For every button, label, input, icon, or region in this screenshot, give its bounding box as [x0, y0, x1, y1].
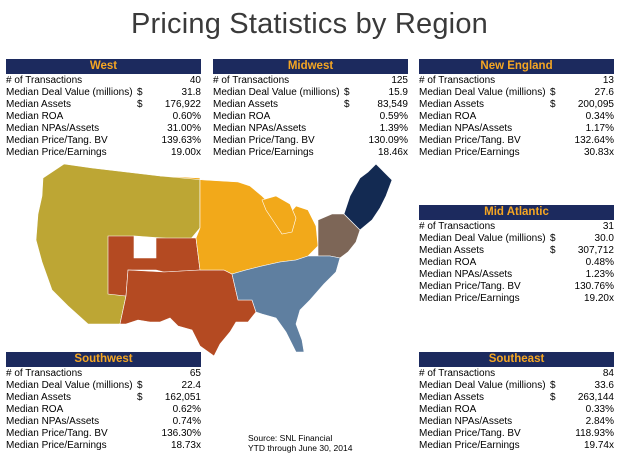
source-line: Source: SNL Financial [248, 433, 333, 443]
stat-row-assets: Median Assets $307,712 [419, 245, 614, 256]
stat-row-price-earnings: Median Price/Earnings 19.20x [419, 293, 614, 304]
region-header-midwest: Midwest [213, 59, 408, 74]
stat-row-deal-value: Median Deal Value (millions) $22.4 [6, 380, 201, 391]
stat-row-deal-value: Median Deal Value (millions) $30.0 [419, 233, 614, 244]
stat-row-price-earnings: Median Price/Earnings 19.74x [419, 440, 614, 451]
map-region-mid-atlantic[interactable] [317, 213, 361, 259]
stat-row-price-tbv: Median Price/Tang. BV 136.30% [6, 428, 201, 439]
region-card-southwest[interactable]: Southwest # of Transactions 65 Median Dea… [6, 352, 201, 452]
page-title: Pricing Statistics by Region [131, 8, 488, 40]
stat-row-price-tbv: Median Price/Tang. BV 118.93% [419, 428, 614, 439]
stat-row-transactions: # of Transactions 65 [6, 368, 201, 379]
stat-row-transactions: # of Transactions 84 [419, 368, 614, 379]
stat-row-assets: Median Assets $162,051 [6, 392, 201, 403]
stat-row-transactions: # of Transactions 40 [6, 75, 201, 86]
source-date-line: YTD through June 30, 2014 [248, 443, 353, 453]
stat-row-price-earnings: Median Price/Earnings 18.73x [6, 440, 201, 451]
stat-row-deal-value: Median Deal Value (millions) $27.6 [419, 87, 614, 98]
region-card-west[interactable]: West # of Transactions 40 Median Deal Val… [6, 59, 201, 159]
stat-row-npas: Median NPAs/Assets 2.84% [419, 416, 614, 427]
stat-row-roa: Median ROA 0.59% [213, 111, 408, 122]
stat-row-price-tbv: Median Price/Tang. BV 130.76% [419, 281, 614, 292]
stat-row-deal-value: Median Deal Value (millions) $15.9 [213, 87, 408, 98]
stat-row-roa: Median ROA 0.62% [6, 404, 201, 415]
stat-row-roa: Median ROA 0.60% [6, 111, 201, 122]
stat-row-roa: Median ROA 0.33% [419, 404, 614, 415]
stat-row-transactions: # of Transactions 125 [213, 75, 408, 86]
map-region-southeast[interactable] [231, 255, 341, 353]
source-note: Source: SNL Financial YTD through June 3… [248, 433, 352, 453]
stat-row-npas: Median NPAs/Assets 0.74% [6, 416, 201, 427]
region-card-southeast[interactable]: Southeast # of Transactions 84 Median Dea… [419, 352, 614, 452]
stat-row-price-earnings: Median Price/Earnings 18.46x [213, 147, 408, 158]
region-header-southwest: Southwest [6, 352, 201, 367]
stat-row-deal-value: Median Deal Value (millions) $31.8 [6, 87, 201, 98]
region-header-mid-atlantic: Mid Atlantic [419, 205, 614, 220]
region-card-new-england[interactable]: New England # of Transactions 13 Median D… [419, 59, 614, 159]
stat-row-roa: Median ROA 0.34% [419, 111, 614, 122]
region-card-mid-atlantic[interactable]: Mid Atlantic # of Transactions 31 Median … [419, 205, 614, 305]
stat-row-price-tbv: Median Price/Tang. BV 132.64% [419, 135, 614, 146]
stat-row-price-tbv: Median Price/Tang. BV 139.63% [6, 135, 201, 146]
region-header-southeast: Southeast [419, 352, 614, 367]
region-header-west: West [6, 59, 201, 74]
stat-row-transactions: # of Transactions 31 [419, 221, 614, 232]
stat-row-price-tbv: Median Price/Tang. BV 130.09% [213, 135, 408, 146]
stat-row-roa: Median ROA 0.48% [419, 257, 614, 268]
stat-row-npas: Median NPAs/Assets 1.39% [213, 123, 408, 134]
stat-row-npas: Median NPAs/Assets 1.23% [419, 269, 614, 280]
stat-row-assets: Median Assets $200,095 [419, 99, 614, 110]
region-card-midwest[interactable]: Midwest # of Transactions 125 Median Deal… [213, 59, 408, 159]
stat-row-assets: Median Assets $176,922 [6, 99, 201, 110]
stat-row-assets: Median Assets $263,144 [419, 392, 614, 403]
map-region-midwest-michigan[interactable] [261, 195, 297, 235]
stat-row-assets: Median Assets $83,549 [213, 99, 408, 110]
stat-row-price-earnings: Median Price/Earnings 30.83x [419, 147, 614, 158]
stat-row-npas: Median NPAs/Assets 1.17% [419, 123, 614, 134]
map-region-new-england[interactable] [343, 163, 393, 231]
stat-row-transactions: # of Transactions 13 [419, 75, 614, 86]
stat-row-price-earnings: Median Price/Earnings 19.00x [6, 147, 201, 158]
stat-row-deal-value: Median Deal Value (millions) $33.6 [419, 380, 614, 391]
stat-row-npas: Median NPAs/Assets 31.00% [6, 123, 201, 134]
region-header-new-england: New England [419, 59, 614, 74]
